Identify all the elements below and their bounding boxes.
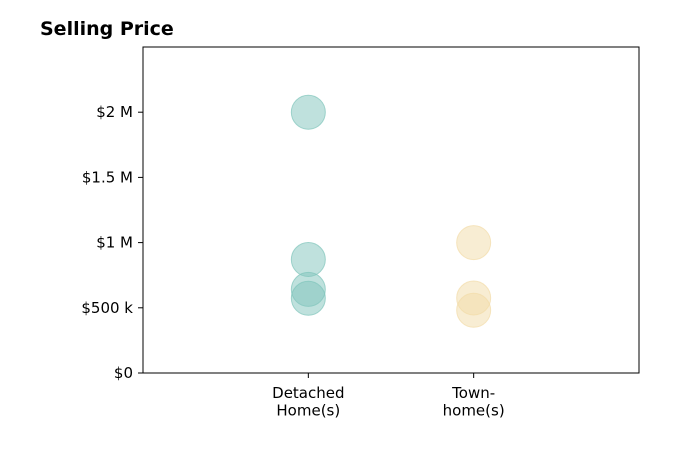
y-tick-label: $0 — [114, 364, 133, 382]
point — [456, 292, 492, 328]
x-tick-label: Detached Home(s) — [272, 384, 344, 419]
chart-title: Selling Price — [40, 18, 174, 40]
point — [456, 225, 492, 261]
point — [290, 280, 326, 316]
y-tick-label: $500 k — [81, 299, 133, 317]
y-tick-label: $2 M — [96, 103, 133, 121]
y-tick-label: $1.5 M — [82, 168, 133, 186]
plot-frame — [142, 46, 640, 374]
x-tick-label: Town-home(s) — [443, 384, 505, 419]
y-tick-label: $1 M — [96, 234, 133, 252]
point — [290, 242, 326, 278]
point — [290, 94, 326, 130]
